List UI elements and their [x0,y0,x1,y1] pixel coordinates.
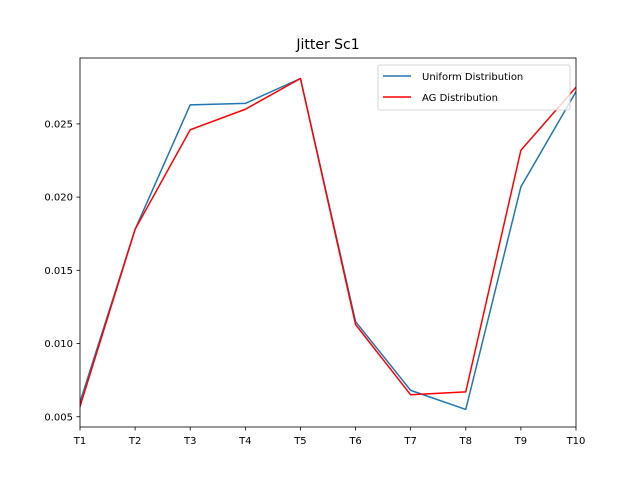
chart-title: Jitter Sc1 [295,37,359,53]
x-tick-label: T9 [514,436,527,447]
y-tick-label: 0.015 [44,266,73,277]
x-tick-label: T4 [238,436,251,447]
axes-layer: T1 T2 T3 T4 T5 T6 T7 T8 T9 T10 0.005 0.010 0.015 0.02… [44,57,586,447]
x-tick-label: T6 [348,436,361,447]
legend-box [377,64,571,111]
series-line-2 [80,77,576,408]
y-tick-label: 0.005 [44,412,73,423]
y-tick-label: 0.010 [44,339,73,350]
x-tick-label: T3 [183,436,196,447]
x-tick-label: T2 [128,436,141,447]
legend: Uniform Distribution AG Distribution [377,64,571,111]
legend-label-1: Uniform Distribution [422,72,523,83]
series-line-1 [80,77,576,411]
y-tick-label: 0.025 [44,119,73,130]
x-tick-label: T10 [566,436,586,447]
x-tick-label: T7 [403,436,416,447]
x-tick-label: T5 [293,436,306,447]
series-layer [80,77,576,411]
plot-frame [79,57,577,428]
y-tick-label: 0.020 [44,193,73,204]
x-tick-label: T8 [459,436,472,447]
x-tick-label: T1 [73,436,86,447]
legend-label-2: AG Distribution [422,93,498,104]
